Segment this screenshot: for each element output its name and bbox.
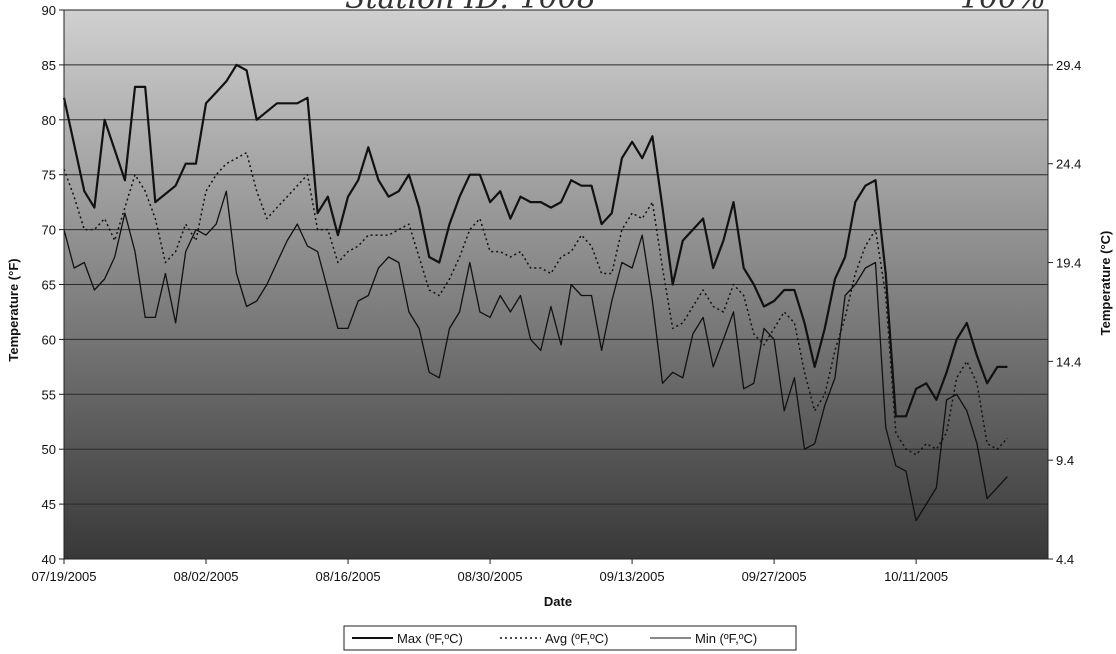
right-tick-label: 19.4 — [1056, 256, 1081, 271]
y-tick-label: 75 — [42, 168, 56, 183]
legend-avg-label: Avg (ºF,ºC) — [545, 631, 608, 646]
min-series-line — [63, 190, 1008, 522]
y-tick-label: 65 — [42, 278, 56, 293]
y-tick-label: 40 — [42, 552, 56, 567]
right-axis-ticks: 29.4 24.4 19.4 14.4 9.4 4.4 — [1048, 58, 1081, 567]
right-tick-label: 24.4 — [1056, 157, 1081, 172]
legend-max-label: Max (ºF,ºC) — [397, 631, 463, 646]
left-axis-ticks: 40 45 50 55 60 65 70 75 80 85 90 — [42, 3, 64, 567]
handwritten-note-left: Station ID: 1008 — [345, 0, 596, 16]
max-series-line — [62, 63, 1008, 418]
x-tick-label: 09/27/2005 — [742, 569, 807, 584]
x-tick-label: 08/02/2005 — [173, 569, 238, 584]
y-tick-label: 50 — [42, 442, 56, 457]
handwritten-note-right: 100% — [960, 0, 1046, 16]
x-tick-label: 07/19/2005 — [31, 569, 96, 584]
right-axis-title: Temperature (°C) — [1098, 231, 1113, 336]
right-tick-label: 14.4 — [1056, 354, 1081, 369]
y-tick-label: 70 — [42, 223, 56, 238]
left-axis-title: Temperature (°F) — [6, 258, 21, 361]
right-tick-label: 9.4 — [1056, 453, 1074, 468]
legend-min-label: Min (ºF,ºC) — [695, 631, 757, 646]
x-axis-title: Date — [544, 594, 572, 609]
y-tick-label: 90 — [42, 3, 56, 18]
x-tick-label: 08/30/2005 — [458, 569, 523, 584]
y-tick-label: 80 — [42, 113, 56, 128]
y-tick-label: 85 — [42, 58, 56, 73]
x-tick-label: 09/13/2005 — [600, 569, 665, 584]
x-axis-ticks: 07/19/2005 08/02/2005 08/16/2005 08/30/2005… — [31, 559, 948, 584]
y-tick-label: 45 — [42, 497, 56, 512]
x-tick-label: 08/16/2005 — [316, 569, 381, 584]
right-tick-label: 4.4 — [1056, 552, 1074, 567]
legend: Max (ºF,ºC) Avg (ºF,ºC) Min (ºF,ºC) — [343, 625, 797, 651]
y-tick-label: 60 — [42, 332, 56, 347]
legend-box — [343, 625, 797, 651]
x-tick-label: 10/11/2005 — [884, 569, 948, 584]
y-tick-label: 55 — [42, 387, 56, 402]
right-tick-label: 29.4 — [1056, 58, 1081, 73]
avg-series-line — [63, 151, 1008, 456]
series-lines — [62, 63, 1008, 522]
